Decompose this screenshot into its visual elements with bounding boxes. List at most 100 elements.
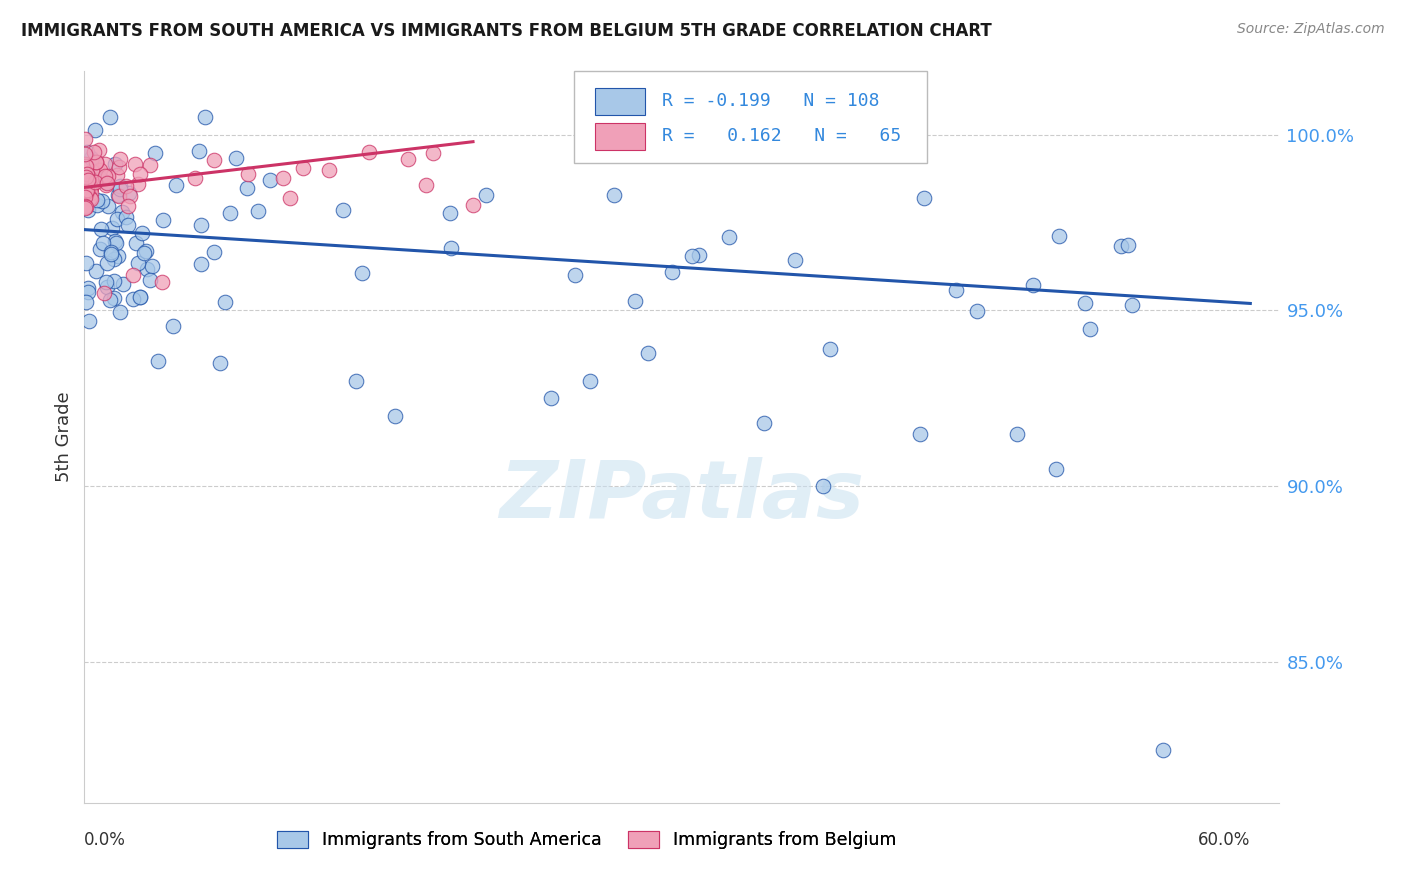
Point (96, 175, 118, 189)
Point (76, 145, 98, 160)
Point (75, 169, 97, 184)
Point (141, 259, 163, 273)
Point (122, 268, 145, 283)
Point (124, 157, 146, 171)
Point (91, 236, 114, 251)
Point (75, 157, 97, 171)
Point (101, 221, 124, 235)
Point (100, 245, 122, 260)
Point (84, 264, 107, 278)
Point (129, 290, 152, 304)
Point (908, 426, 931, 441)
Point (120, 189, 142, 203)
Point (1005, 426, 1028, 441)
Point (97, 199, 120, 213)
Point (75, 199, 97, 213)
Point (94, 169, 117, 184)
Point (84, 122, 107, 136)
Point (96, 176, 118, 190)
Point (1152, 743, 1174, 757)
Point (89, 162, 111, 177)
Point (75, 132, 97, 146)
Point (76, 167, 98, 181)
Point (94, 157, 117, 171)
Point (75, 186, 97, 201)
Point (135, 261, 157, 276)
Point (202, 244, 225, 259)
Text: 60.0%: 60.0% (1198, 831, 1250, 849)
Point (75, 256, 97, 270)
Point (97, 169, 120, 183)
Point (278, 191, 301, 205)
Point (108, 189, 131, 203)
Point (145, 146, 167, 161)
Point (103, 274, 125, 288)
Point (104, 234, 127, 248)
Point (259, 173, 281, 187)
Point (80, 181, 103, 195)
Point (127, 178, 149, 192)
Point (152, 213, 174, 227)
Point (80, 179, 103, 194)
Point (94, 275, 117, 289)
Point (83, 145, 105, 160)
Point (76, 168, 98, 182)
Point (688, 248, 710, 262)
Point (564, 268, 586, 283)
Point (84, 175, 107, 189)
Point (912, 191, 935, 205)
Point (83, 163, 105, 178)
Y-axis label: 5th Grade: 5th Grade (55, 392, 73, 483)
Point (1109, 239, 1132, 253)
Point (1047, 229, 1070, 244)
Point (89, 242, 111, 256)
Point (79, 191, 101, 205)
Point (396, 153, 419, 167)
Text: 0.0%: 0.0% (84, 831, 127, 849)
Point (125, 236, 148, 251)
Point (117, 199, 139, 213)
Point (271, 171, 294, 186)
Point (350, 266, 373, 280)
Point (76, 186, 98, 200)
Text: R =   0.162   N =   65: R = 0.162 N = 65 (662, 128, 901, 145)
Point (80, 192, 103, 206)
Point (1121, 298, 1143, 312)
Point (105, 169, 128, 183)
Point (225, 151, 247, 165)
Point (661, 265, 683, 279)
Point (82, 164, 104, 178)
Point (89, 171, 111, 186)
Point (96, 256, 118, 270)
Point (1078, 321, 1101, 335)
Point (162, 319, 184, 334)
Point (139, 273, 162, 287)
Point (624, 293, 647, 308)
Point (811, 479, 834, 493)
Point (110, 304, 132, 318)
Point (103, 291, 125, 305)
Point (87, 143, 110, 157)
Point (236, 181, 259, 195)
Point (86, 158, 108, 172)
Bar (595, 123, 645, 150)
Point (75, 170, 97, 185)
Point (93, 285, 115, 300)
Point (344, 374, 367, 388)
Point (107, 249, 129, 263)
Point (1021, 278, 1043, 293)
Point (117, 219, 139, 233)
Point (107, 188, 129, 202)
Bar (595, 88, 645, 114)
Point (357, 145, 380, 160)
Point (75, 159, 97, 173)
Point (80, 175, 103, 189)
Text: Source: ZipAtlas.com: Source: ZipAtlas.com (1237, 22, 1385, 37)
Point (76, 202, 98, 217)
Point (461, 198, 484, 212)
Point (246, 204, 269, 219)
Point (165, 178, 187, 193)
Point (100, 247, 122, 261)
Point (75, 190, 97, 204)
Point (131, 226, 153, 240)
